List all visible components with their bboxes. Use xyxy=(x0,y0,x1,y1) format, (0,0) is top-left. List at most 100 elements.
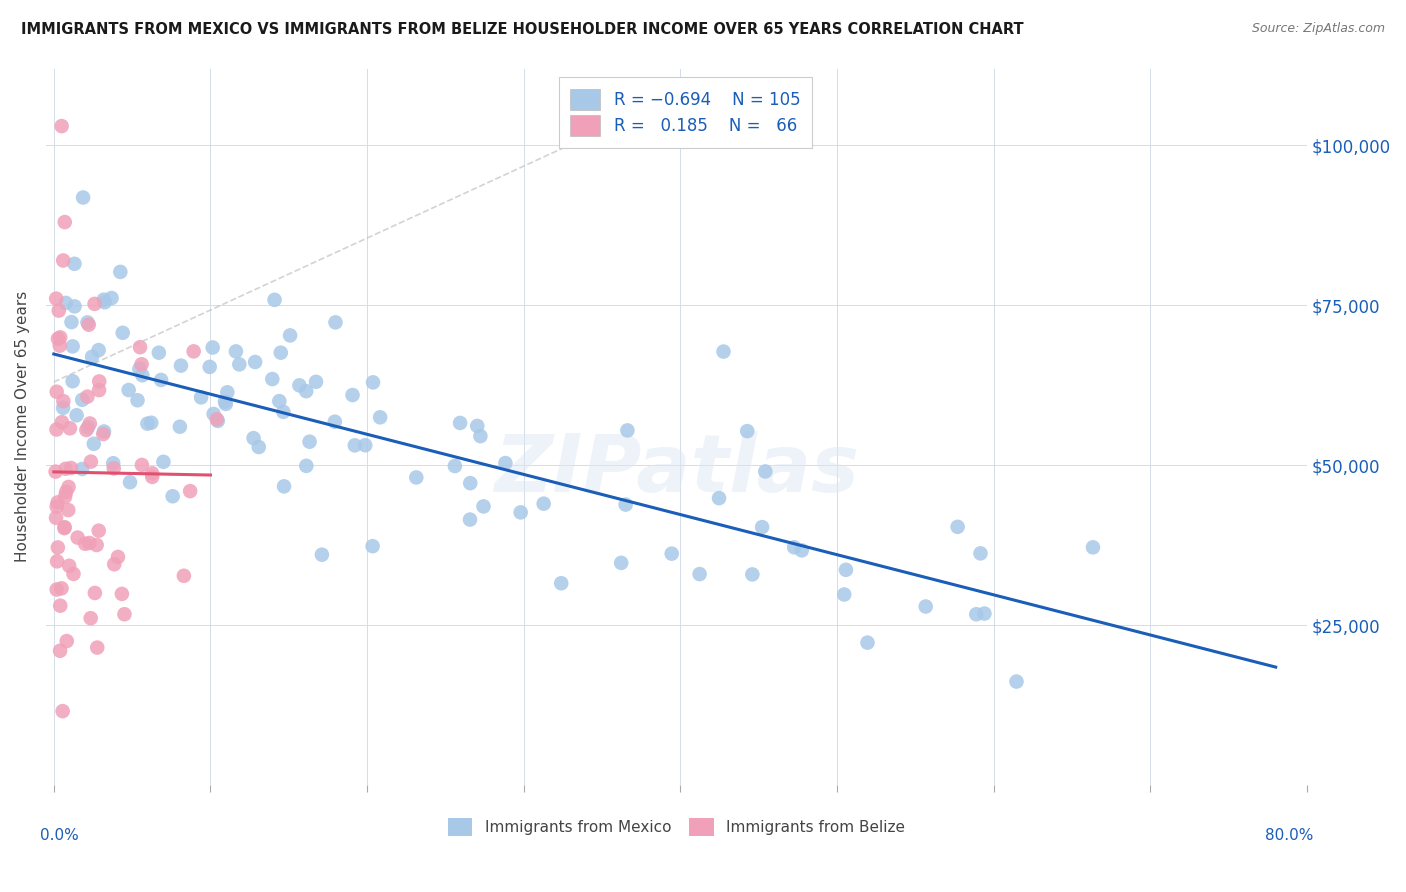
Point xyxy=(783,541,806,555)
Point xyxy=(1005,674,1028,689)
Point xyxy=(405,470,427,484)
Point xyxy=(60,315,83,329)
Point xyxy=(45,384,67,399)
Point xyxy=(77,318,100,332)
Point xyxy=(262,372,284,386)
Point xyxy=(343,438,366,452)
Point xyxy=(91,427,114,442)
Point xyxy=(141,467,163,481)
Point xyxy=(470,429,492,443)
Point xyxy=(835,563,858,577)
Point xyxy=(946,520,969,534)
Point xyxy=(179,484,201,499)
Point xyxy=(141,470,163,484)
Point xyxy=(472,500,495,514)
Point xyxy=(832,587,855,601)
Point xyxy=(270,345,292,359)
Point xyxy=(198,359,221,374)
Point xyxy=(62,339,84,353)
Point xyxy=(94,295,117,310)
Text: 0.0%: 0.0% xyxy=(39,828,79,843)
Point xyxy=(131,357,153,371)
Point xyxy=(58,480,80,494)
Point xyxy=(465,419,488,434)
Point xyxy=(46,541,69,555)
Point xyxy=(129,340,152,354)
Point xyxy=(509,505,531,519)
Point xyxy=(449,416,471,430)
Point xyxy=(76,390,98,404)
Point xyxy=(63,257,86,271)
Point xyxy=(342,388,364,402)
Point xyxy=(190,391,212,405)
Point xyxy=(70,462,93,476)
Legend: Immigrants from Mexico, Immigrants from Belize: Immigrants from Mexico, Immigrants from … xyxy=(441,812,911,842)
Point xyxy=(263,293,285,307)
Point xyxy=(295,458,318,473)
Point xyxy=(713,344,735,359)
Point xyxy=(49,330,72,344)
Point xyxy=(127,393,149,408)
Point xyxy=(46,554,69,568)
Point xyxy=(63,299,86,313)
Text: ZIPatlas: ZIPatlas xyxy=(494,431,859,508)
Point xyxy=(100,291,122,305)
Point xyxy=(103,456,125,470)
Point xyxy=(75,537,97,551)
Point xyxy=(110,265,132,279)
Point xyxy=(118,475,141,490)
Point xyxy=(170,359,193,373)
Point xyxy=(46,495,69,509)
Point xyxy=(269,394,291,409)
Point xyxy=(86,640,108,655)
Point xyxy=(215,397,238,411)
Point xyxy=(45,582,67,597)
Point xyxy=(45,510,67,524)
Point xyxy=(45,465,67,479)
Point xyxy=(965,607,987,622)
Point xyxy=(969,546,991,560)
Point xyxy=(52,394,75,409)
Point xyxy=(305,375,328,389)
Point xyxy=(62,374,84,388)
Point xyxy=(53,215,76,229)
Point xyxy=(661,547,683,561)
Point xyxy=(278,328,301,343)
Point xyxy=(89,375,111,389)
Point xyxy=(273,405,295,419)
Point xyxy=(52,253,75,268)
Point xyxy=(242,431,264,445)
Point xyxy=(169,419,191,434)
Point xyxy=(103,558,125,572)
Point xyxy=(361,376,384,390)
Point xyxy=(52,704,75,718)
Point xyxy=(323,415,346,429)
Point xyxy=(59,421,82,435)
Point xyxy=(83,297,105,311)
Point xyxy=(49,599,72,613)
Text: Source: ZipAtlas.com: Source: ZipAtlas.com xyxy=(1251,22,1385,36)
Point xyxy=(243,355,266,369)
Point xyxy=(107,549,129,564)
Point xyxy=(87,383,110,397)
Point xyxy=(735,424,758,438)
Point xyxy=(58,503,80,517)
Point xyxy=(136,417,159,431)
Point xyxy=(325,315,347,329)
Point xyxy=(53,520,76,534)
Point xyxy=(368,410,391,425)
Point xyxy=(616,424,638,438)
Point xyxy=(856,635,879,649)
Point xyxy=(70,392,93,407)
Point xyxy=(217,385,239,400)
Point xyxy=(741,567,763,582)
Point xyxy=(66,531,89,545)
Point xyxy=(111,587,134,601)
Text: 80.0%: 80.0% xyxy=(1265,828,1313,843)
Point xyxy=(914,599,936,614)
Point xyxy=(311,548,333,562)
Point xyxy=(55,296,77,310)
Point xyxy=(118,383,141,397)
Point xyxy=(183,344,205,359)
Point xyxy=(228,358,250,372)
